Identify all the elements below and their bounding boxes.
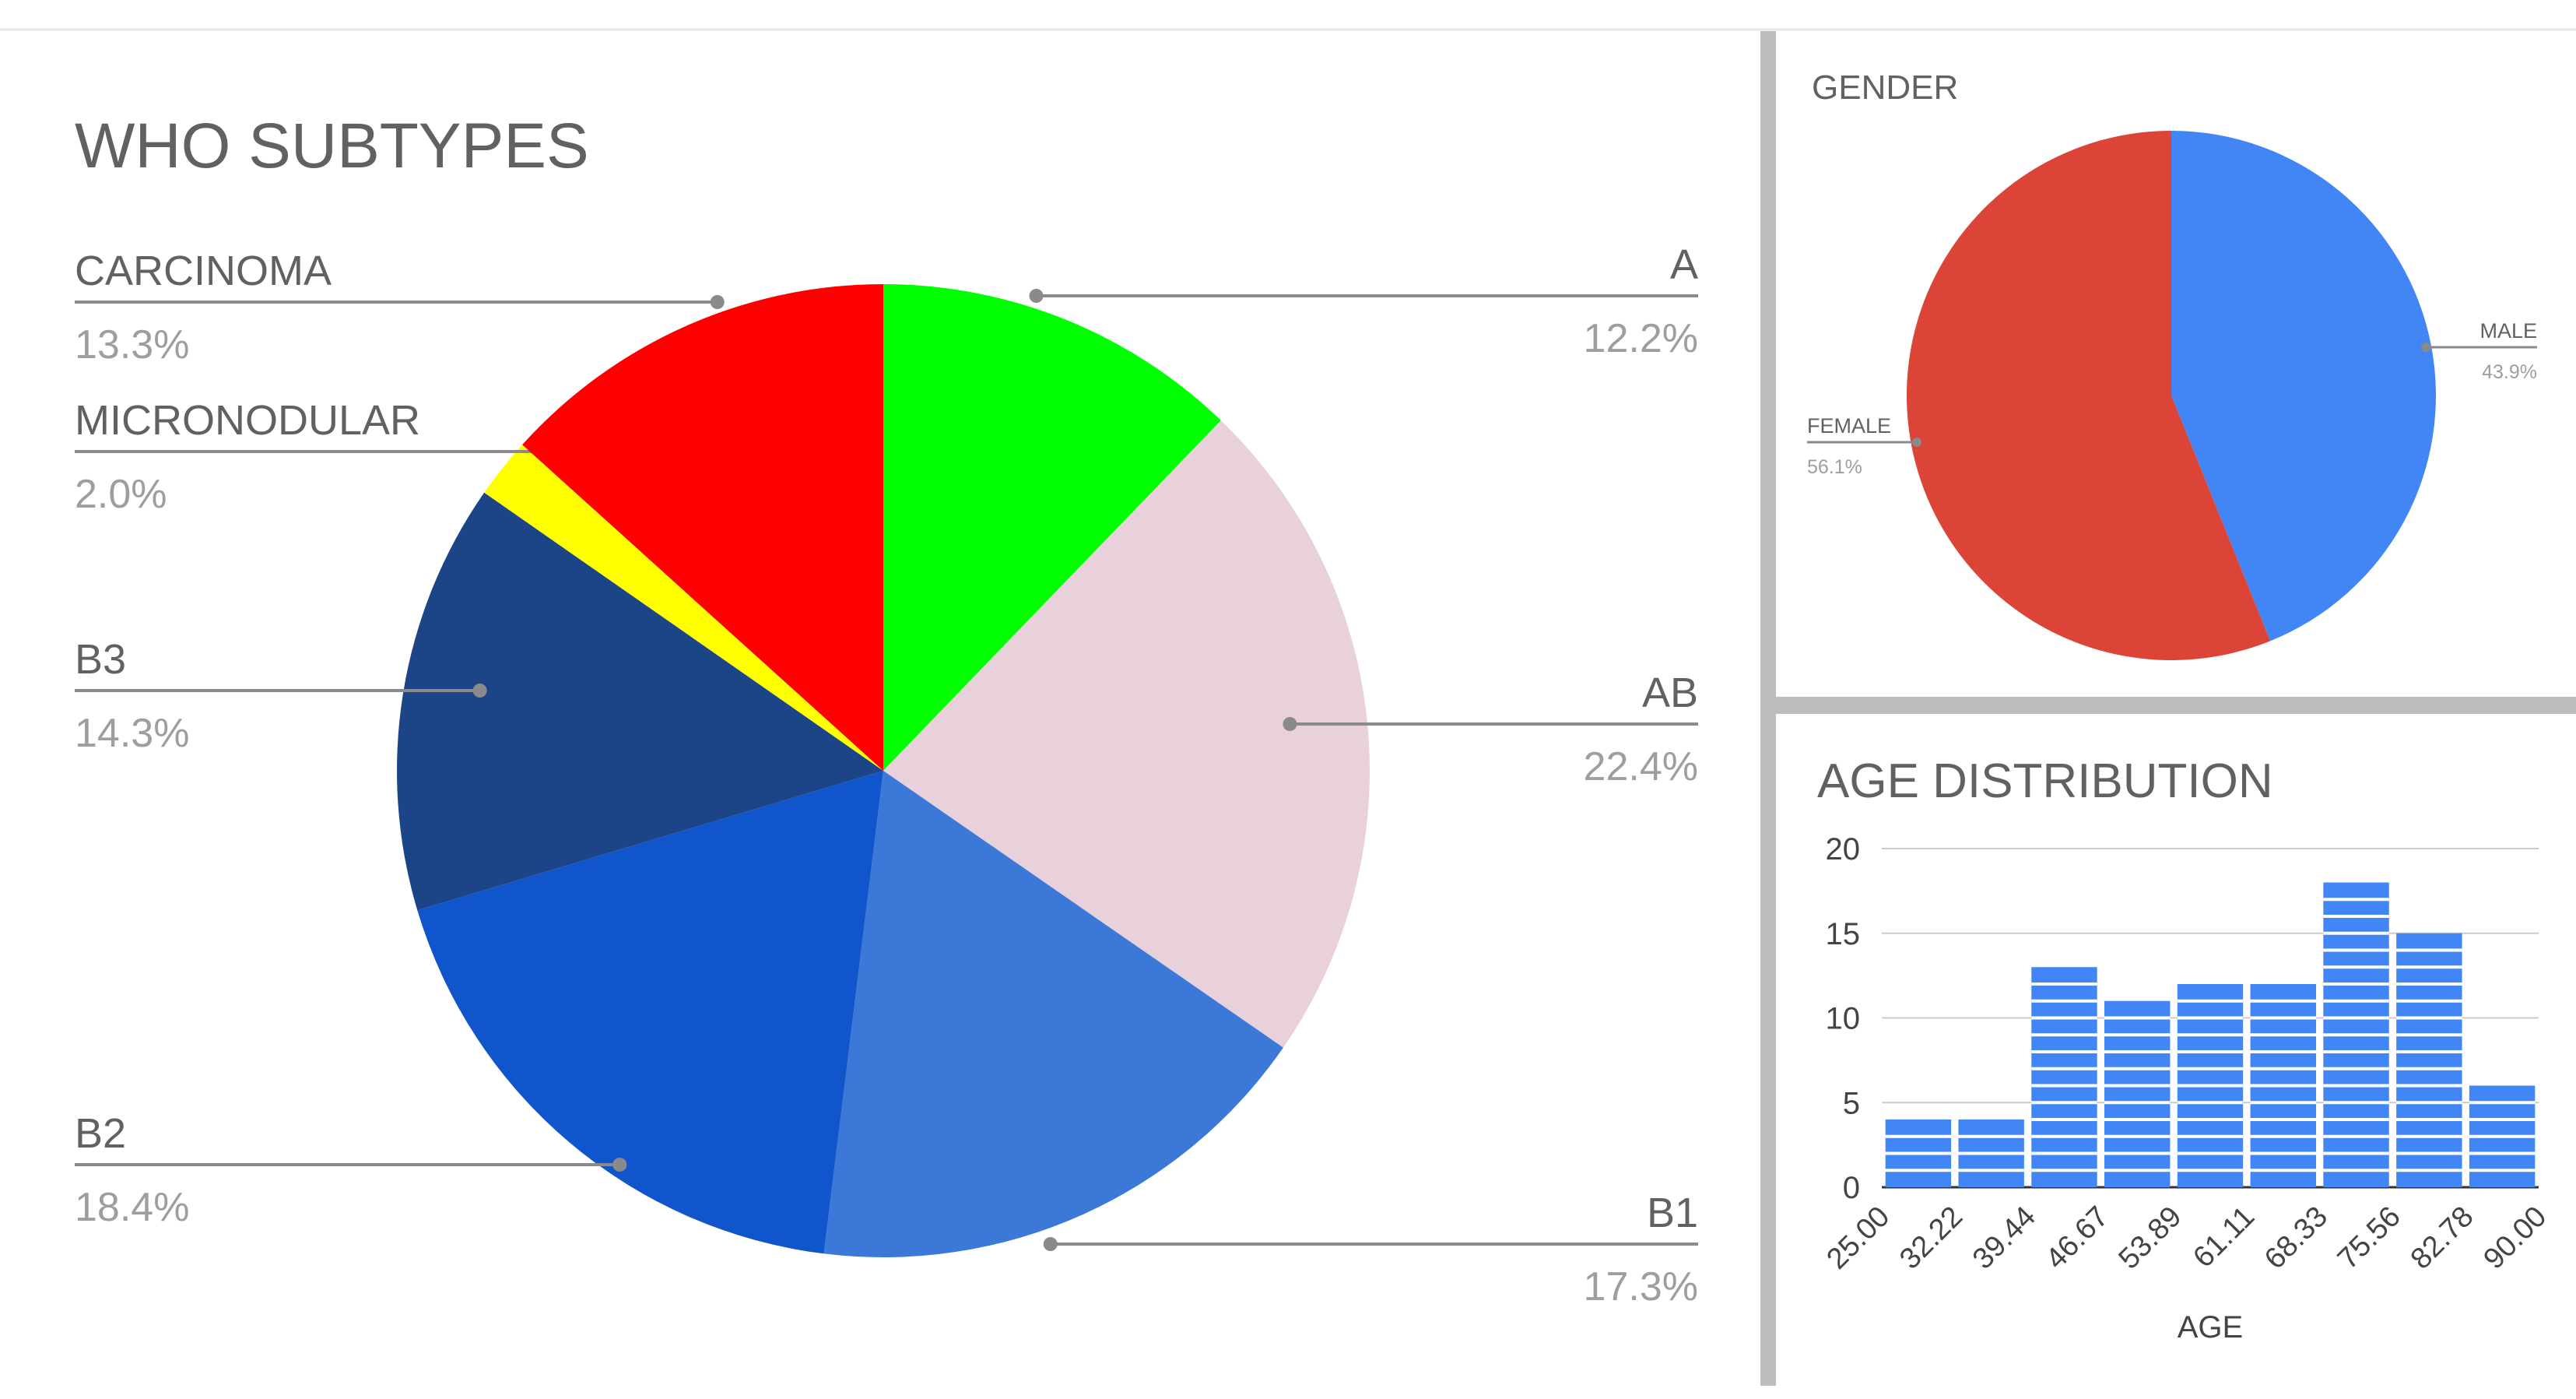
y-tick-label: 5 [1843,1086,1860,1120]
pie-slice-female [1907,131,2271,660]
pie-slice-b2 [417,771,883,1254]
slice-label-male: MALE [2479,319,2537,343]
slice-label-b2: B2 [75,1110,126,1157]
who-subtypes-pie: A 12.2% AB 22.4% B1 17.3% B2 18.4% B3 14.3% MICRON… [75,241,1698,1309]
x-tick-label: 82.78 [2405,1200,2480,1276]
pie-slice-b1 [823,771,1283,1257]
slice-label-carcinoma: CARCINOMA [75,248,332,294]
y-tick-label: 0 [1843,1171,1860,1205]
leader-dot-female [1911,438,1921,447]
age-bar-1 [1958,1120,2024,1187]
y-tick-label: 15 [1826,917,1861,951]
x-tick-label: 90.00 [2477,1200,2553,1276]
age-bar-3 [2104,1000,2171,1187]
pie-slice-micronodular [484,445,883,771]
age-bar-8 [2469,1085,2536,1187]
age-bar-2 [2031,967,2097,1187]
slice-label-ab: AB [1642,670,1698,716]
who-subtypes-title: WHO SUBTYPES [75,111,589,181]
x-axis-label: AGE [2178,1310,2243,1345]
age-distribution-bar-chart: 0 5 10 15 20 25.0032.2239.4446.6753.8961.1168… [1820,832,2553,1345]
leader-dot-a [1029,289,1044,303]
leader-dot-ab [1283,717,1297,731]
slice-percent-b1: 17.3% [1584,1264,1698,1309]
age-distribution-title: AGE DISTRIBUTION [1817,754,2273,808]
y-tick-label: 20 [1826,832,1861,866]
slice-percent-male: 43.9% [2482,361,2537,383]
leader-dot-carcinoma [710,295,725,309]
slice-label-b1: B1 [1647,1190,1698,1236]
slice-percent-female: 56.1% [1807,456,1862,478]
gender-title: GENDER [1812,69,1958,107]
x-tick-label: 39.44 [1967,1200,2042,1276]
x-tick-label: 75.56 [2332,1200,2407,1276]
x-tick-label: 25.00 [1820,1200,1896,1276]
leader-dot-male [2421,343,2431,352]
pie-slice-b3 [396,492,883,911]
slice-percent-ab: 22.4% [1584,744,1698,789]
x-tick-label: 53.89 [2113,1200,2188,1276]
pie-slice-a [883,284,1221,771]
x-tick-label: 32.22 [1893,1200,1969,1276]
age-bar-4 [2177,984,2244,1187]
slice-label-micronodular: MICRONODULAR [75,397,420,444]
leader-dot-b2 [612,1158,627,1172]
leader-dot-b1 [1043,1237,1058,1251]
age-bar-0 [1885,1120,1952,1187]
age-bar-7 [2396,933,2462,1187]
x-tick-label: 61.11 [2187,1200,2261,1274]
slice-percent-micronodular: 2.0% [75,472,167,517]
x-tick-label: 46.67 [2040,1200,2115,1276]
slice-label-female: FEMALE [1807,414,1891,438]
slice-label-a: A [1670,241,1698,288]
age-bar-6 [2323,882,2389,1187]
panel-divider-vertical [1760,31,1776,1386]
leader-dot-b3 [472,684,487,698]
slice-percent-carcinoma: 13.3% [75,322,189,367]
y-tick-label: 10 [1826,1002,1861,1036]
pie-slice-carcinoma [522,284,883,771]
slice-percent-a: 12.2% [1584,316,1698,361]
slice-percent-b3: 14.3% [75,711,189,756]
slice-label-b3: B3 [75,636,126,683]
slice-percent-b2: 18.4% [75,1185,189,1230]
pie-slice-male [2171,131,2436,642]
panel-divider-horizontal [1776,697,2576,714]
gender-pie: MALE 43.9% FEMALE 56.1% [1807,131,2537,660]
age-bar-5 [2250,984,2316,1187]
x-tick-label: 68.33 [2258,1200,2334,1276]
pie-slice-ab [883,420,1370,1048]
